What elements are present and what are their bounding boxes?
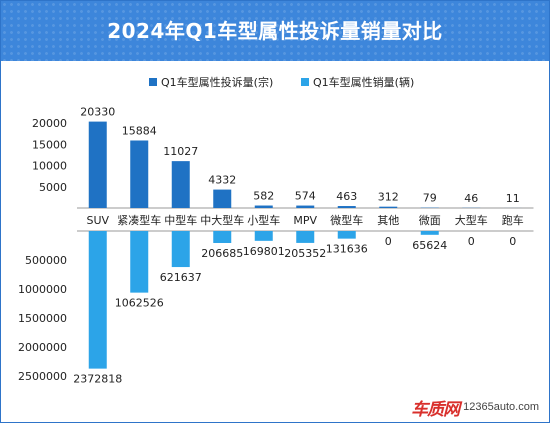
data-label-sales: 205352 — [284, 247, 326, 260]
data-label-sales: 0 — [385, 235, 392, 248]
x-tick-label: MPV — [293, 214, 317, 227]
x-tick-label: 紧凑型车 — [117, 213, 161, 227]
x-tick-label: SUV — [86, 214, 109, 227]
data-label-sales: 169801 — [243, 245, 285, 258]
data-label-sales: 2372818 — [73, 373, 122, 386]
data-label-sales: 1062526 — [115, 297, 164, 310]
data-label-complaints: 46 — [464, 192, 478, 205]
bar-complaints — [130, 140, 149, 208]
bar-complaints — [254, 205, 273, 208]
legend-swatch-sales — [301, 78, 309, 86]
legend-label-complaints: Q1车型属性投诉量(宗) — [161, 75, 273, 89]
bar-complaints — [171, 161, 190, 208]
y-tick-label-complaints: 20000 — [32, 117, 67, 130]
legend-swatch-complaints — [149, 78, 157, 86]
data-label-complaints: 15884 — [122, 124, 157, 137]
data-label-sales: 0 — [468, 235, 475, 248]
watermark-url: 12365auto.com — [463, 401, 539, 413]
x-tick-label: 其他 — [377, 214, 399, 227]
data-label-sales: 621637 — [160, 271, 202, 284]
x-tick-label: 中型车 — [164, 213, 197, 227]
data-label-sales: 0 — [509, 235, 516, 248]
bar-sales — [254, 231, 273, 241]
bar-sales — [88, 231, 107, 369]
data-label-sales: 131636 — [326, 243, 368, 256]
y-tick-label-sales: 1500000 — [18, 312, 67, 325]
data-label-complaints: 4332 — [208, 174, 236, 187]
bar-sales — [420, 231, 439, 235]
x-tick-label: 小型车 — [247, 213, 280, 227]
x-tick-label: 大型车 — [455, 213, 488, 227]
bar-complaints — [337, 206, 356, 208]
watermark-logo: 车质网 — [411, 399, 460, 420]
x-tick-label: 跑车 — [502, 213, 524, 227]
y-tick-label-sales: 1000000 — [18, 283, 67, 296]
bar-complaints — [379, 206, 398, 208]
y-tick-label-sales: 500000 — [25, 254, 67, 267]
y-tick-label-complaints: 10000 — [32, 160, 67, 173]
bar-sales — [171, 231, 190, 268]
data-label-complaints: 582 — [253, 190, 274, 203]
title-banner: 2024年Q1车型属性投诉量销量对比 — [1, 1, 549, 61]
bar-complaints — [88, 121, 107, 208]
bar-sales — [130, 231, 149, 293]
bar-complaints — [296, 205, 315, 208]
y-tick-label-complaints: 15000 — [32, 138, 67, 151]
legend-label-sales: Q1车型属性销量(辆) — [313, 75, 414, 89]
watermark: 车质网 12365auto.com — [411, 396, 539, 420]
y-tick-label-complaints: 5000 — [39, 181, 67, 194]
y-tick-label-sales: 2000000 — [18, 341, 67, 354]
data-label-complaints: 574 — [295, 190, 316, 203]
comparison-chart: Q1车型属性投诉量(宗) Q1车型属性销量(辆) 5000 10000 15000 200… — [18, 75, 534, 386]
data-label-complaints: 11027 — [163, 145, 198, 158]
x-tick-label: 微面 — [419, 213, 441, 227]
data-label-complaints: 11 — [506, 192, 520, 205]
bar-complaints — [213, 189, 232, 208]
data-label-complaints: 79 — [423, 192, 437, 205]
bar-sales — [213, 231, 232, 243]
data-label-complaints: 20330 — [80, 106, 115, 119]
x-tick-label: 微型车 — [330, 213, 363, 227]
data-label-sales: 65624 — [412, 239, 447, 252]
x-tick-label: 中大型车 — [200, 213, 244, 227]
bar-sales — [296, 231, 315, 243]
y-tick-label-sales: 2500000 — [18, 370, 67, 383]
data-label-complaints: 463 — [336, 190, 357, 203]
bar-sales — [337, 231, 356, 239]
data-label-complaints: 312 — [378, 191, 399, 204]
data-label-sales: 206685 — [201, 247, 243, 260]
chart-title: 2024年Q1车型属性投诉量销量对比 — [107, 19, 443, 43]
